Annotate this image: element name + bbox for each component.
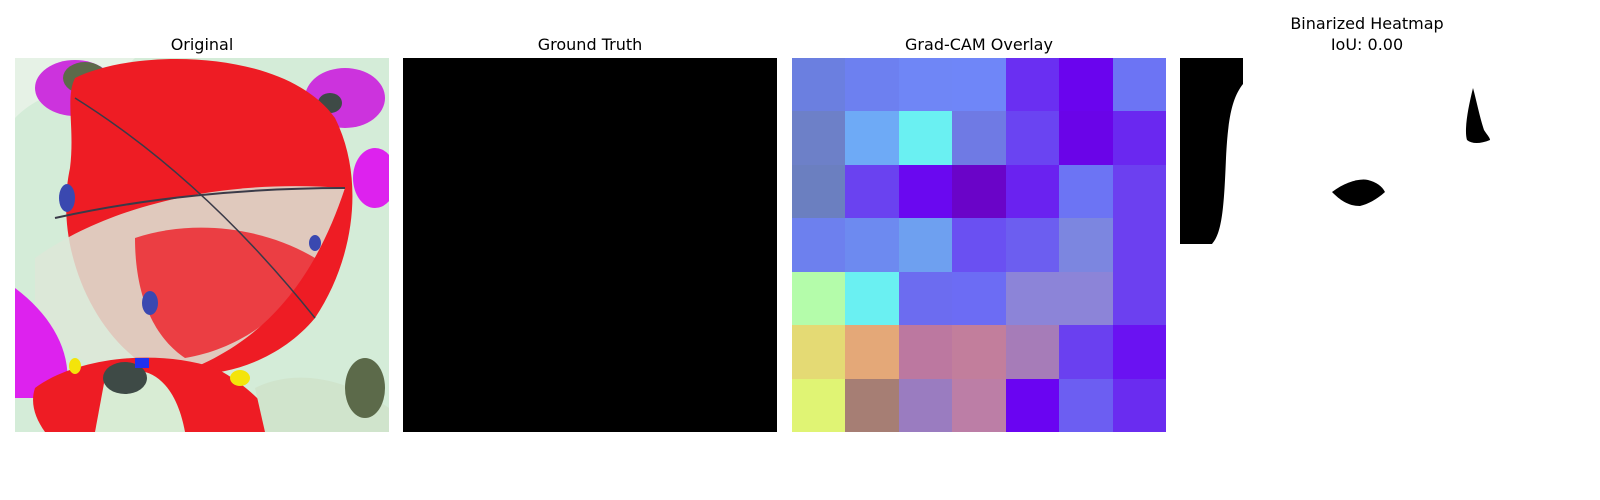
gradcam-cell: [1005, 164, 1060, 219]
gradcam-cell: [845, 271, 899, 326]
gradcam-cell: [898, 164, 953, 219]
gradcam-cell: [792, 325, 846, 379]
gradcam-cell: [792, 378, 846, 432]
gradcam-grid: [792, 58, 1166, 432]
panel-title-binarized: Binarized Heatmap IoU: 0.00: [1180, 13, 1554, 55]
gradcam-cell: [845, 164, 899, 219]
panel-title-ground-truth: Ground Truth: [537, 35, 643, 54]
gradcam-cell: [952, 111, 1006, 165]
mask-region-top-right: [1465, 88, 1490, 143]
gradcam-overlay: [792, 58, 1166, 432]
gradcam-cell: [792, 218, 846, 272]
gradcam-cell: [792, 164, 846, 219]
mask-region-left: [1180, 58, 1243, 244]
gradcam-cell: [845, 58, 899, 112]
gradcam-cell: [1059, 325, 1113, 379]
gradcam-cell: [1059, 111, 1113, 165]
gradcam-cell: [1059, 378, 1113, 432]
gradcam-cell: [952, 325, 1006, 379]
gradcam-cell: [1112, 378, 1166, 432]
gradcam-cell: [898, 271, 953, 326]
gradcam-cell: [1005, 325, 1060, 379]
original-image: [15, 58, 389, 432]
binary-mask-shapes: [1180, 58, 1490, 244]
gradcam-cell: [1112, 164, 1166, 219]
panel-title-original: Original: [170, 35, 234, 54]
gradcam-cell: [1112, 111, 1166, 165]
gradcam-cell: [952, 164, 1006, 219]
gradcam-cell: [898, 111, 953, 165]
gradcam-cell: [1005, 271, 1060, 326]
gradcam-cell: [898, 58, 953, 112]
gradcam-cell: [792, 271, 846, 326]
gradcam-cell: [845, 378, 899, 432]
gradcam-cell: [898, 218, 953, 272]
gradcam-cell: [1059, 164, 1113, 219]
gradcam-cell: [952, 58, 1006, 112]
gradcam-cell: [1005, 218, 1060, 272]
panel-title-gradcam: Grad-CAM Overlay: [905, 35, 1053, 54]
gradcam-cell: [1112, 325, 1166, 379]
gradcam-cell: [845, 325, 899, 379]
gradcam-cell: [898, 378, 953, 432]
gradcam-cell: [1059, 58, 1113, 112]
iou-label: IoU: 0.00: [1330, 35, 1404, 54]
gradcam-cell: [845, 111, 899, 165]
binarized-heatmap: [1180, 58, 1554, 432]
gradcam-cell: [1112, 271, 1166, 326]
gradcam-cell: [1112, 218, 1166, 272]
gradcam-cell: [1059, 271, 1113, 326]
gradcam-cell: [792, 111, 846, 165]
gradcam-cell: [952, 378, 1006, 432]
gradcam-cell: [1005, 111, 1060, 165]
leaf-photo: [15, 58, 389, 432]
gradcam-cell: [1005, 58, 1060, 112]
gradcam-cell: [952, 218, 1006, 272]
gradcam-cell: [1112, 58, 1166, 112]
gradcam-cell: [1059, 218, 1113, 272]
gradcam-cell: [952, 271, 1006, 326]
ground-truth-mask: [403, 58, 777, 432]
mask-region-center: [1332, 179, 1385, 206]
gradcam-cell: [898, 325, 953, 379]
gradcam-cell: [845, 218, 899, 272]
gradcam-cell: [792, 58, 846, 112]
gradcam-cell: [1005, 378, 1060, 432]
